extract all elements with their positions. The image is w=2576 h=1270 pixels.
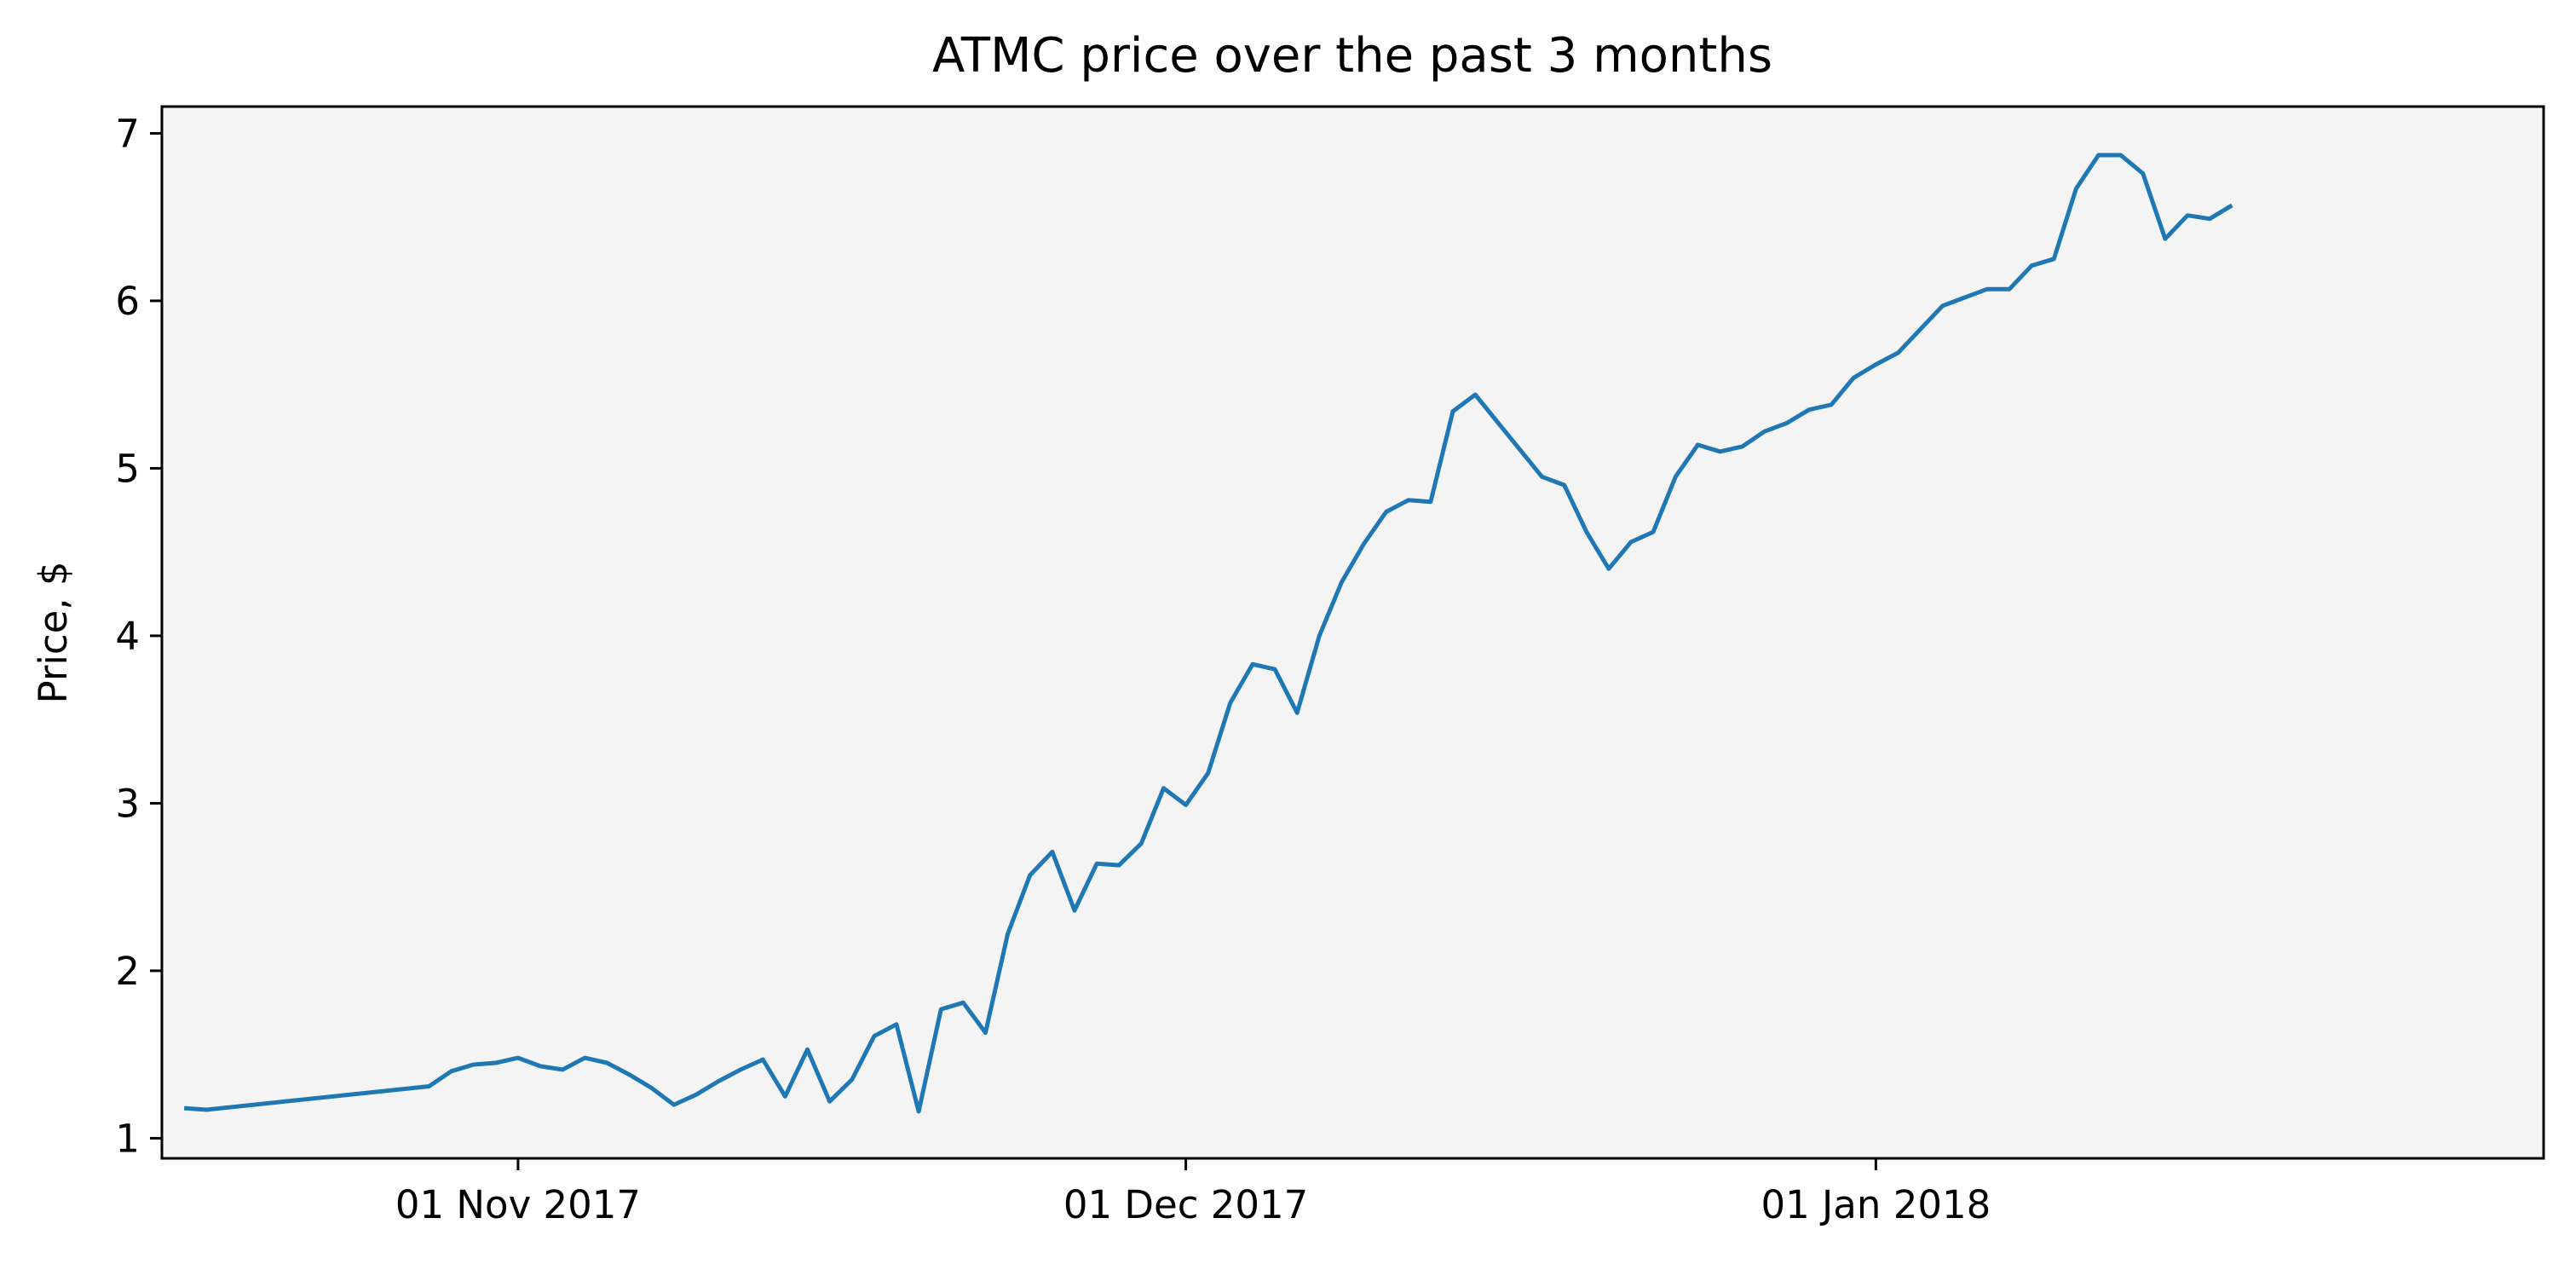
y-tick-label: 7 (115, 111, 140, 156)
x-tick-label: 01 Jan 2018 (1761, 1182, 1991, 1227)
x-tick-label: 01 Dec 2017 (1063, 1182, 1308, 1227)
y-tick-label: 6 (115, 279, 140, 324)
y-tick-label: 3 (115, 781, 140, 826)
plot-area (162, 107, 2544, 1158)
price-series-line (183, 153, 2233, 1114)
y-tick-label: 5 (115, 446, 140, 491)
plot-frame (160, 105, 2545, 1160)
chart-title: ATMC price over the past 3 months (932, 28, 1772, 84)
y-tick-label: 2 (115, 949, 140, 994)
x-axis: 01 Nov 2017 01 Dec 2017 01 Jan 2018 (395, 1158, 1991, 1227)
y-tick-label: 4 (115, 614, 140, 659)
x-tick-label: 01 Nov 2017 (395, 1182, 641, 1227)
y-axis: 1 2 3 4 5 6 7 (115, 111, 162, 1161)
y-axis-label: Price, $ (31, 561, 76, 703)
y-tick-label: 1 (115, 1116, 140, 1161)
